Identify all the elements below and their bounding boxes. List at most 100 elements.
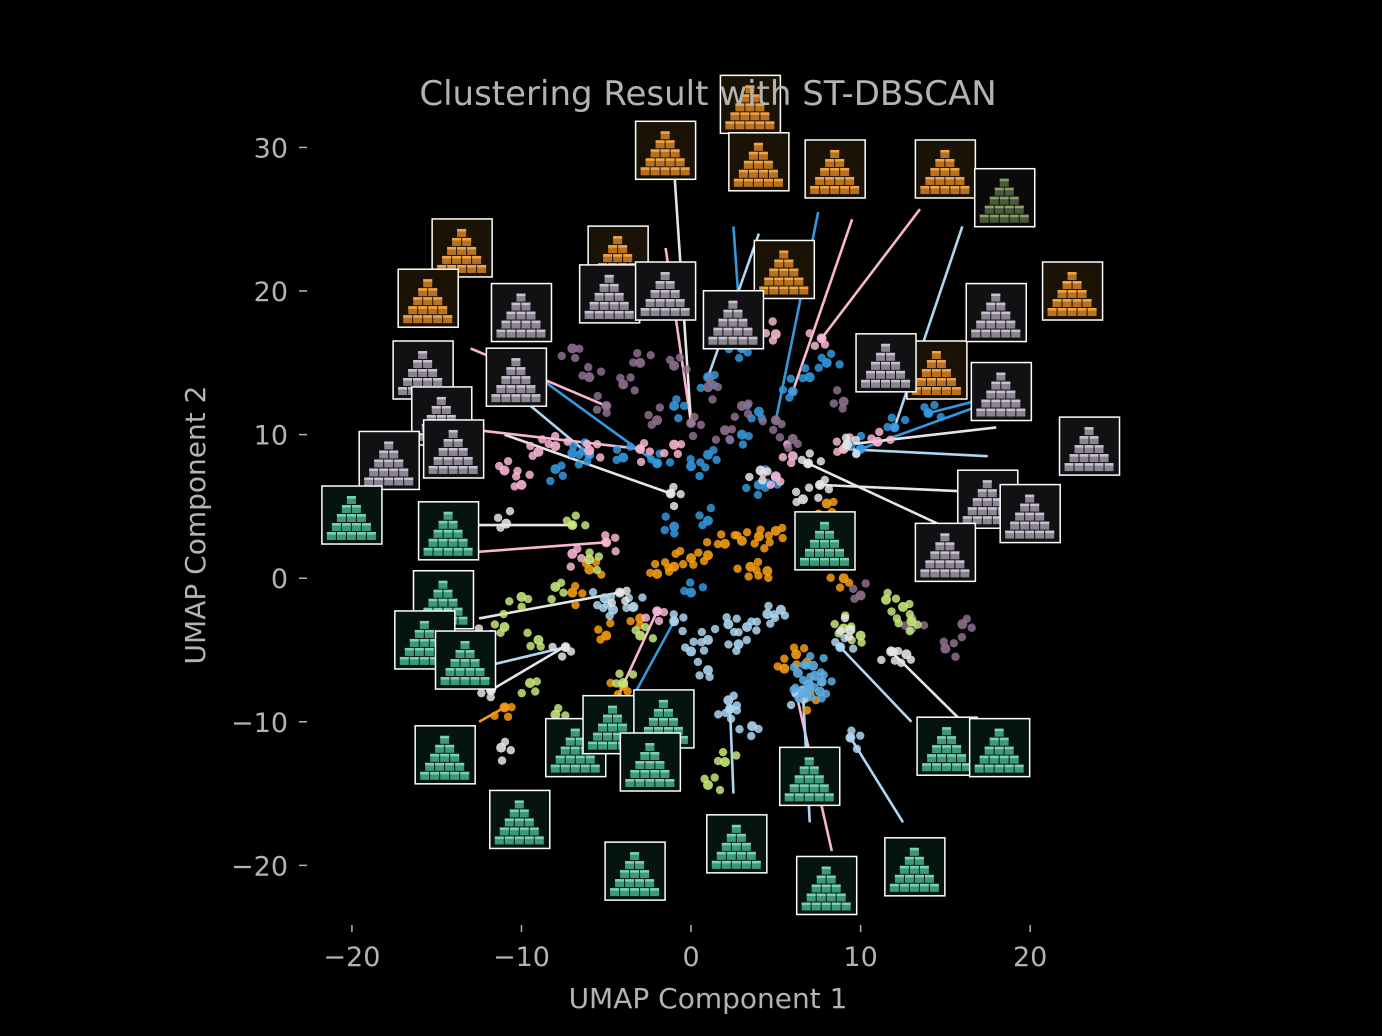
- scatter-point-trail: [848, 644, 858, 653]
- scatter-point-trail: [665, 355, 675, 365]
- scatter-point-trail: [851, 435, 861, 445]
- scatter-point-trail: [695, 511, 704, 520]
- scatter-point-trail: [829, 399, 839, 408]
- scatter-point-trail: [814, 493, 823, 502]
- scatter-point-trail: [655, 403, 665, 412]
- scatter-point-trail: [886, 435, 895, 444]
- cluster-thumbnail: [916, 716, 978, 776]
- scatter-point-trail: [682, 365, 691, 374]
- scatter-point-trail: [654, 616, 664, 626]
- scatter-point-trail: [752, 626, 761, 635]
- scatter-point-trail: [792, 497, 801, 507]
- scatter-point-trail: [636, 457, 646, 467]
- scatter-point-trail: [810, 341, 820, 351]
- scatter-point-trail: [611, 547, 620, 556]
- cluster-thumbnail: [999, 483, 1061, 544]
- scatter-point-trail: [764, 531, 774, 540]
- scatter-point: [499, 702, 510, 713]
- scatter-point-trail: [766, 619, 775, 628]
- scatter-point-trail: [939, 637, 949, 646]
- scatter-point-trail: [773, 662, 782, 671]
- scatter-point-trail: [844, 632, 854, 641]
- cluster-thumbnail: [634, 120, 697, 181]
- scatter-point-trail: [598, 603, 608, 613]
- scatter-point-trail: [820, 340, 830, 349]
- scatter-point-trail: [584, 363, 593, 372]
- leader-line: [728, 708, 735, 794]
- scatter-point: [736, 429, 747, 440]
- scatter-point-trail: [967, 623, 976, 632]
- scatter-point-trail: [769, 425, 778, 435]
- scatter-point-trail: [581, 521, 590, 530]
- cluster-thumbnail: [321, 485, 383, 545]
- scatter-point-trail: [621, 596, 630, 606]
- scatter-points: [447, 317, 976, 795]
- scatter-point-trail: [744, 399, 753, 408]
- scatter-point-trail: [496, 523, 505, 532]
- scatter-point-trail: [548, 642, 557, 652]
- scatter-point-trail: [686, 455, 695, 464]
- scatter-point-trail: [735, 725, 744, 734]
- x-tick-label: 0: [682, 942, 699, 973]
- scatter-point-trail: [784, 443, 793, 453]
- scatter-point-trail: [641, 613, 651, 622]
- scatter-point-trail: [676, 489, 685, 499]
- scatter-point-trail: [744, 431, 753, 441]
- scatter-point-trail: [500, 737, 510, 747]
- scatter-point-trail: [951, 652, 960, 661]
- scatter-point-trail: [582, 439, 592, 448]
- scatter-point-trail: [675, 353, 685, 362]
- scatter-point-trail: [826, 349, 836, 359]
- scatter-point-trail: [647, 455, 656, 464]
- scatter-point-trail: [832, 437, 842, 446]
- scatter-point-trail: [760, 544, 769, 553]
- scatter-point-trail: [831, 637, 840, 647]
- scatter-point: [845, 732, 856, 743]
- scatter-point-trail: [758, 476, 767, 485]
- cluster-thumbnail: [604, 841, 666, 901]
- scatter-point-trail: [574, 460, 584, 469]
- scatter-point-trail: [557, 461, 566, 470]
- scatter-point-trail: [546, 476, 555, 486]
- cluster-thumbnail: [914, 139, 977, 199]
- scatter-point-trail: [733, 564, 742, 573]
- scatter-point-trail: [513, 466, 522, 476]
- scatter-point-trail: [714, 710, 723, 719]
- scatter-point: [703, 665, 713, 676]
- scatter-point: [842, 439, 853, 450]
- cluster-thumbnail: [358, 430, 420, 491]
- scatter-point-trail: [588, 588, 598, 597]
- scatter-point-trail: [679, 613, 688, 622]
- scatter-point-trail: [727, 425, 737, 434]
- scatter-point-trail: [705, 376, 715, 385]
- scatter-point: [725, 703, 736, 714]
- scatter-point-trail: [505, 507, 515, 516]
- scatter-point-trail: [645, 568, 655, 578]
- scatter-point-trail: [883, 422, 892, 432]
- scatter-point-trail: [671, 549, 680, 559]
- scatter-point-trail: [793, 439, 802, 449]
- scatter-point-trail: [528, 451, 537, 461]
- cluster-thumbnail: [914, 522, 977, 583]
- scatter-point: [719, 425, 730, 436]
- scatter-point-trail: [665, 458, 675, 467]
- scatter-point-trail: [840, 613, 850, 623]
- scatter-point-trail: [715, 785, 725, 795]
- scatter-point-trail: [638, 593, 647, 602]
- scatter-point-trail: [900, 415, 910, 425]
- scatter-point-trail: [623, 687, 632, 696]
- scatter-point-trail: [556, 578, 566, 588]
- scatter-point-trail: [725, 435, 734, 444]
- scatter-point-trail: [689, 637, 698, 646]
- scatter-point-trail: [758, 416, 768, 426]
- scatter-point-trail: [807, 692, 816, 702]
- scatter-point-trail: [695, 671, 704, 680]
- scatter-point-trail: [745, 472, 754, 482]
- scatter-point-trail: [791, 487, 801, 497]
- scatter-point-trail: [789, 685, 798, 694]
- scatter-point: [719, 538, 730, 549]
- scatter-point-trail: [816, 457, 826, 466]
- scatter-point-trail: [577, 447, 587, 456]
- scatter-point-trail: [569, 442, 578, 451]
- leader-line: [490, 646, 565, 692]
